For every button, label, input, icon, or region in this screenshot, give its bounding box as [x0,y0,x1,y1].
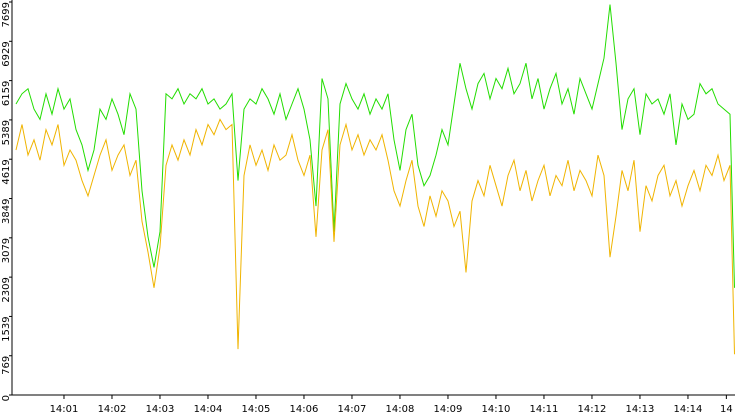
x-tick-label: 14:12 [578,404,607,415]
y-tick-label: 0 [1,395,12,401]
x-tick-label: 14:11 [530,404,559,415]
y-tick-label: 3079 [1,238,12,263]
y-tick-label: 769 [1,356,12,375]
x-tick-label: 14:01 [50,404,79,415]
y-tick-label: 4619 [1,159,12,184]
x-tick-label: 14:09 [434,404,463,415]
series-line [15,4,735,288]
y-tick-label: 7699 [1,2,12,27]
x-tick-label: 14:08 [386,404,415,415]
series-line [15,118,735,355]
x-tick-label: 14:04 [194,404,223,415]
y-tick-label: 3849 [1,199,12,224]
y-tick-label: 1539 [1,316,12,341]
x-tick-label: 14:13 [626,404,655,415]
x-tick-label: 14:06 [290,404,319,415]
x-tick-label: 14:03 [146,404,175,415]
y-tick-label: 2309 [1,277,12,302]
y-tick-label: 6929 [1,41,12,66]
x-tick-label: 14:05 [242,404,271,415]
x-tick-label: 14:14 [674,404,703,415]
x-tick-label: 14:07 [338,404,367,415]
x-tick-label: 14 [720,404,733,415]
x-tick-label: 14:02 [98,404,127,415]
y-tick-label: 5389 [1,120,12,145]
x-tick-label: 14:10 [482,404,511,415]
y-tick-label: 6159 [1,81,12,106]
